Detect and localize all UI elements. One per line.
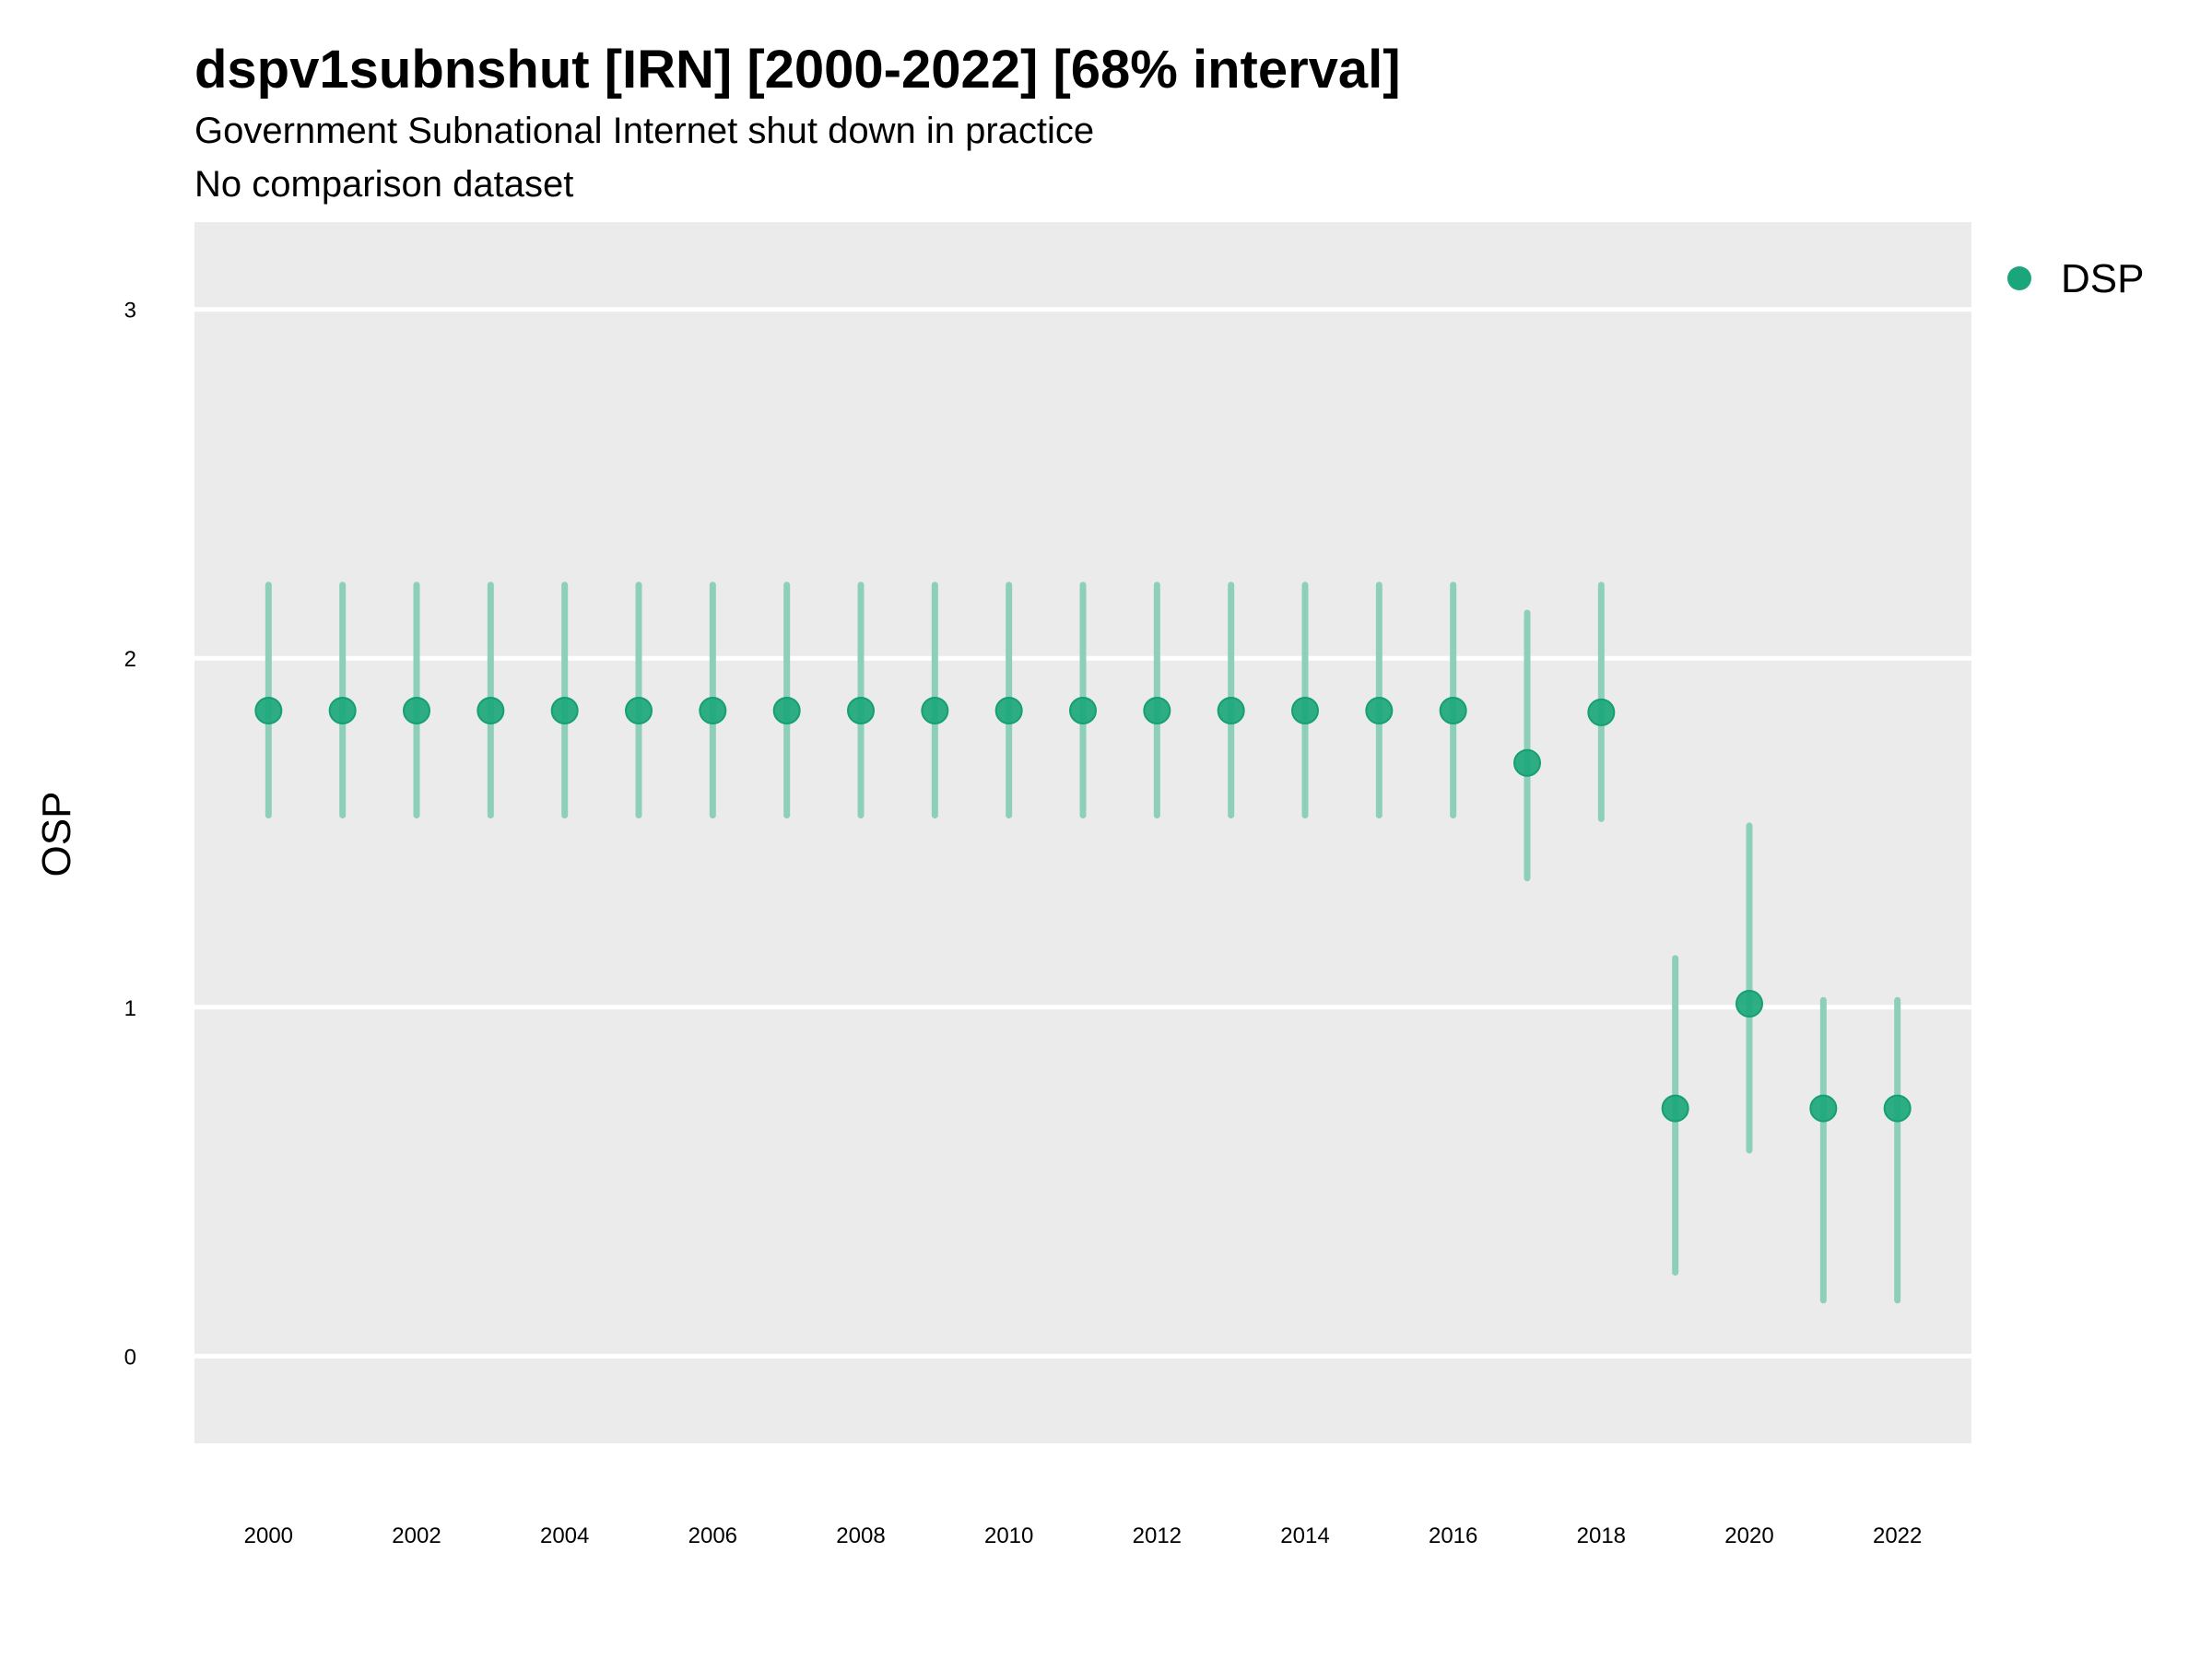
data-point [1513,748,1541,777]
legend-marker-dsp [2007,266,2031,290]
data-point [1143,697,1171,724]
data-point [921,697,949,724]
x-tick-label: 2004 [540,1524,589,1548]
x-tick-label: 2014 [1280,1524,1329,1548]
data-point [403,697,430,724]
x-tick-label: 2016 [1429,1524,1477,1548]
y-tick-label: 3 [124,299,136,324]
data-point [1291,697,1319,724]
plot-panel [194,222,1971,1443]
data-point [699,697,727,724]
data-point [994,697,1023,724]
data-point [847,697,875,724]
data-point [1587,698,1616,726]
chart-caption: No comparison dataset [194,164,573,205]
data-point [1069,697,1097,724]
x-tick-label: 2012 [1133,1524,1182,1548]
data-point [1365,697,1394,724]
x-tick-label: 2022 [1873,1524,1922,1548]
data-point [477,697,505,724]
x-tick-label: 2006 [688,1524,737,1548]
legend: DSP [2007,256,2144,301]
data-point [1661,1094,1689,1123]
data-point [1217,697,1245,724]
y-tick-label: 2 [124,647,136,672]
y-tick-label: 1 [124,996,136,1021]
data-point [328,697,357,724]
data-point [254,697,283,724]
data-point [550,697,579,724]
y-axis-label: OSP [34,792,79,877]
data-point [1439,697,1467,724]
legend-label-dsp: DSP [2061,256,2144,301]
x-tick-label: 2002 [392,1524,441,1548]
data-point [1809,1094,1838,1123]
chart-title: dspv1subnshut [IRN] [2000-2022] [68% int… [194,40,1401,100]
x-tick-label: 2020 [1724,1524,1773,1548]
x-tick-label: 2000 [244,1524,293,1548]
y-tick-label: 0 [124,1345,136,1370]
chart-subtitle: Government Subnational Internet shut dow… [194,111,1094,151]
data-point [772,697,801,724]
data-point [625,697,653,724]
x-tick-label: 2008 [836,1524,885,1548]
x-tick-label: 2010 [984,1524,1033,1548]
x-tick-label: 2018 [1577,1524,1626,1548]
data-point [1735,990,1763,1018]
data-point [1883,1094,1912,1123]
